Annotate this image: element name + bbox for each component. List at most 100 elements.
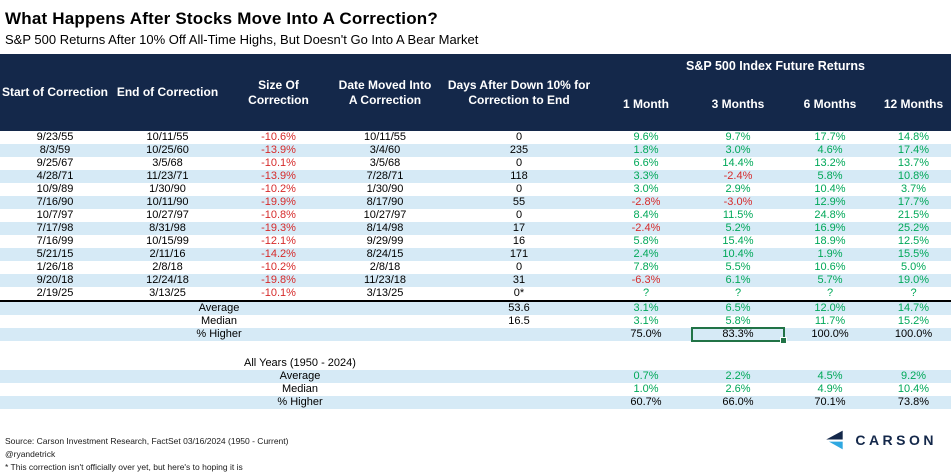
date-cell[interactable]: 171 <box>438 248 600 261</box>
return-cell[interactable]: ? <box>642 287 650 299</box>
date-cell[interactable]: 10/15/99 <box>146 235 189 247</box>
date-cell[interactable]: 10/11/55 <box>363 131 406 143</box>
date-cell[interactable]: 0 <box>515 209 523 221</box>
date-cell[interactable]: 10/9/89 <box>36 183 74 195</box>
cell[interactable] <box>876 357 951 370</box>
summary-return-cell[interactable]: 6.5% <box>692 300 784 315</box>
return-cell[interactable]: 12.9% <box>784 196 876 209</box>
return-cell[interactable]: 9.6% <box>633 131 659 143</box>
summary-days-cell[interactable] <box>438 328 600 341</box>
date-cell[interactable]: 7/16/99 <box>36 235 74 247</box>
return-cell[interactable]: 16.9% <box>784 222 876 235</box>
size-cell[interactable]: -10.1% <box>261 157 296 169</box>
return-cell[interactable]: 11.5% <box>722 209 754 221</box>
size-cell[interactable]: -10.2% <box>261 183 296 195</box>
date-cell[interactable]: 10/7/97 <box>36 209 74 221</box>
return-cell[interactable]: 17.7% <box>876 196 951 209</box>
return-cell[interactable]: 21.5% <box>897 209 930 221</box>
date-cell[interactable]: 2/11/16 <box>110 248 225 261</box>
return-cell[interactable]: 10.6% <box>814 261 846 273</box>
size-cell[interactable]: -13.9% <box>225 170 332 183</box>
date-cell[interactable]: 9/20/18 <box>0 274 110 287</box>
date-cell[interactable]: 7/28/71 <box>332 170 438 183</box>
all-years-return-cell[interactable]: 10.4% <box>897 383 930 395</box>
return-cell[interactable]: 14.4% <box>722 157 754 169</box>
return-cell[interactable]: 17.7% <box>814 131 846 143</box>
all-years-label[interactable]: Average <box>0 370 600 383</box>
summary-return-cell[interactable]: 75.0% <box>600 328 692 341</box>
size-cell[interactable]: -10.8% <box>261 209 296 221</box>
date-cell[interactable]: 7/17/98 <box>0 222 110 235</box>
date-cell[interactable]: 3/13/25 <box>149 287 186 299</box>
return-cell[interactable]: 1.8% <box>600 144 692 157</box>
all-years-section-label[interactable]: All Years (1950 - 2024) <box>244 357 356 369</box>
return-cell[interactable]: 8.4% <box>633 209 659 221</box>
summary-days-cell[interactable]: 53.6 <box>438 300 600 315</box>
return-cell[interactable]: 9.7% <box>725 131 751 143</box>
size-cell[interactable]: -10.2% <box>261 261 296 273</box>
date-cell[interactable]: 5/21/15 <box>0 248 110 261</box>
summary-return-cell[interactable]: 14.7% <box>876 300 951 315</box>
all-years-return-cell[interactable]: 66.0% <box>692 396 784 409</box>
return-cell[interactable]: 5.8% <box>633 235 659 247</box>
return-cell[interactable]: 14.8% <box>897 131 930 143</box>
size-cell[interactable]: -19.8% <box>225 274 332 287</box>
summary-label[interactable]: Average <box>0 300 438 315</box>
all-years-return-cell[interactable]: 4.9% <box>817 383 843 395</box>
return-cell[interactable]: 19.0% <box>876 274 951 287</box>
date-cell[interactable]: 2/8/18 <box>152 261 183 273</box>
all-years-return-cell[interactable]: 0.7% <box>600 370 692 383</box>
return-cell[interactable]: 12.5% <box>897 235 930 247</box>
return-cell[interactable]: 13.2% <box>814 157 846 169</box>
return-cell[interactable]: 25.2% <box>876 222 951 235</box>
return-cell[interactable]: 18.9% <box>814 235 846 247</box>
date-cell[interactable]: 12/24/18 <box>110 274 225 287</box>
return-cell[interactable]: 4.6% <box>784 144 876 157</box>
all-years-return-cell[interactable]: 4.5% <box>784 370 876 383</box>
date-cell[interactable]: 2/19/25 <box>36 287 74 299</box>
date-cell[interactable]: 1/30/90 <box>366 183 404 195</box>
date-cell[interactable]: 10/27/97 <box>146 209 189 221</box>
date-cell[interactable]: 0 <box>515 157 523 169</box>
date-cell[interactable]: 10/25/60 <box>110 144 225 157</box>
summary-days-cell[interactable]: 16.5 <box>508 315 530 327</box>
return-cell[interactable]: 6.6% <box>633 157 659 169</box>
date-cell[interactable]: 1/30/90 <box>149 183 186 195</box>
date-cell[interactable]: 3/5/68 <box>369 157 401 169</box>
return-cell[interactable]: 17.4% <box>876 144 951 157</box>
return-cell[interactable]: 7.8% <box>633 261 659 273</box>
return-cell[interactable]: 15.4% <box>722 235 754 247</box>
date-cell[interactable]: 8/31/98 <box>110 222 225 235</box>
size-cell[interactable]: -10.6% <box>261 131 296 143</box>
date-cell[interactable]: 31 <box>438 274 600 287</box>
return-cell[interactable]: 13.7% <box>897 157 930 169</box>
return-cell[interactable]: 6.1% <box>692 274 784 287</box>
return-cell[interactable]: -2.8% <box>600 196 692 209</box>
summary-return-cell[interactable]: 15.2% <box>897 315 930 327</box>
return-cell[interactable]: 10.4% <box>814 183 846 195</box>
all-years-return-cell[interactable]: 70.1% <box>784 396 876 409</box>
return-cell[interactable]: 24.8% <box>814 209 846 221</box>
return-cell[interactable]: ? <box>734 287 742 299</box>
date-cell[interactable]: 1/26/18 <box>36 261 74 273</box>
return-cell[interactable]: 15.5% <box>876 248 951 261</box>
date-cell[interactable]: 2/8/18 <box>369 261 401 273</box>
summary-return-cell[interactable]: 3.1% <box>633 315 659 327</box>
date-cell[interactable]: 8/24/15 <box>332 248 438 261</box>
return-cell[interactable]: 5.7% <box>784 274 876 287</box>
return-cell[interactable]: 10.4% <box>692 248 784 261</box>
size-cell[interactable]: -14.2% <box>225 248 332 261</box>
date-cell[interactable]: 9/25/67 <box>36 157 74 169</box>
return-cell[interactable]: 3.0% <box>633 183 659 195</box>
summary-label[interactable]: % Higher <box>0 328 438 341</box>
date-cell[interactable]: 11/23/18 <box>332 274 438 287</box>
return-cell[interactable]: -2.4% <box>600 222 692 235</box>
size-cell[interactable]: -19.3% <box>225 222 332 235</box>
size-cell[interactable]: -13.9% <box>225 144 332 157</box>
return-cell[interactable]: 3.7% <box>900 183 927 195</box>
cell[interactable] <box>784 357 876 370</box>
summary-return-cell[interactable]: 5.8% <box>725 315 751 327</box>
date-cell[interactable]: 4/28/71 <box>0 170 110 183</box>
date-cell[interactable]: 10/11/90 <box>110 196 225 209</box>
date-cell[interactable]: 0 <box>515 131 523 143</box>
